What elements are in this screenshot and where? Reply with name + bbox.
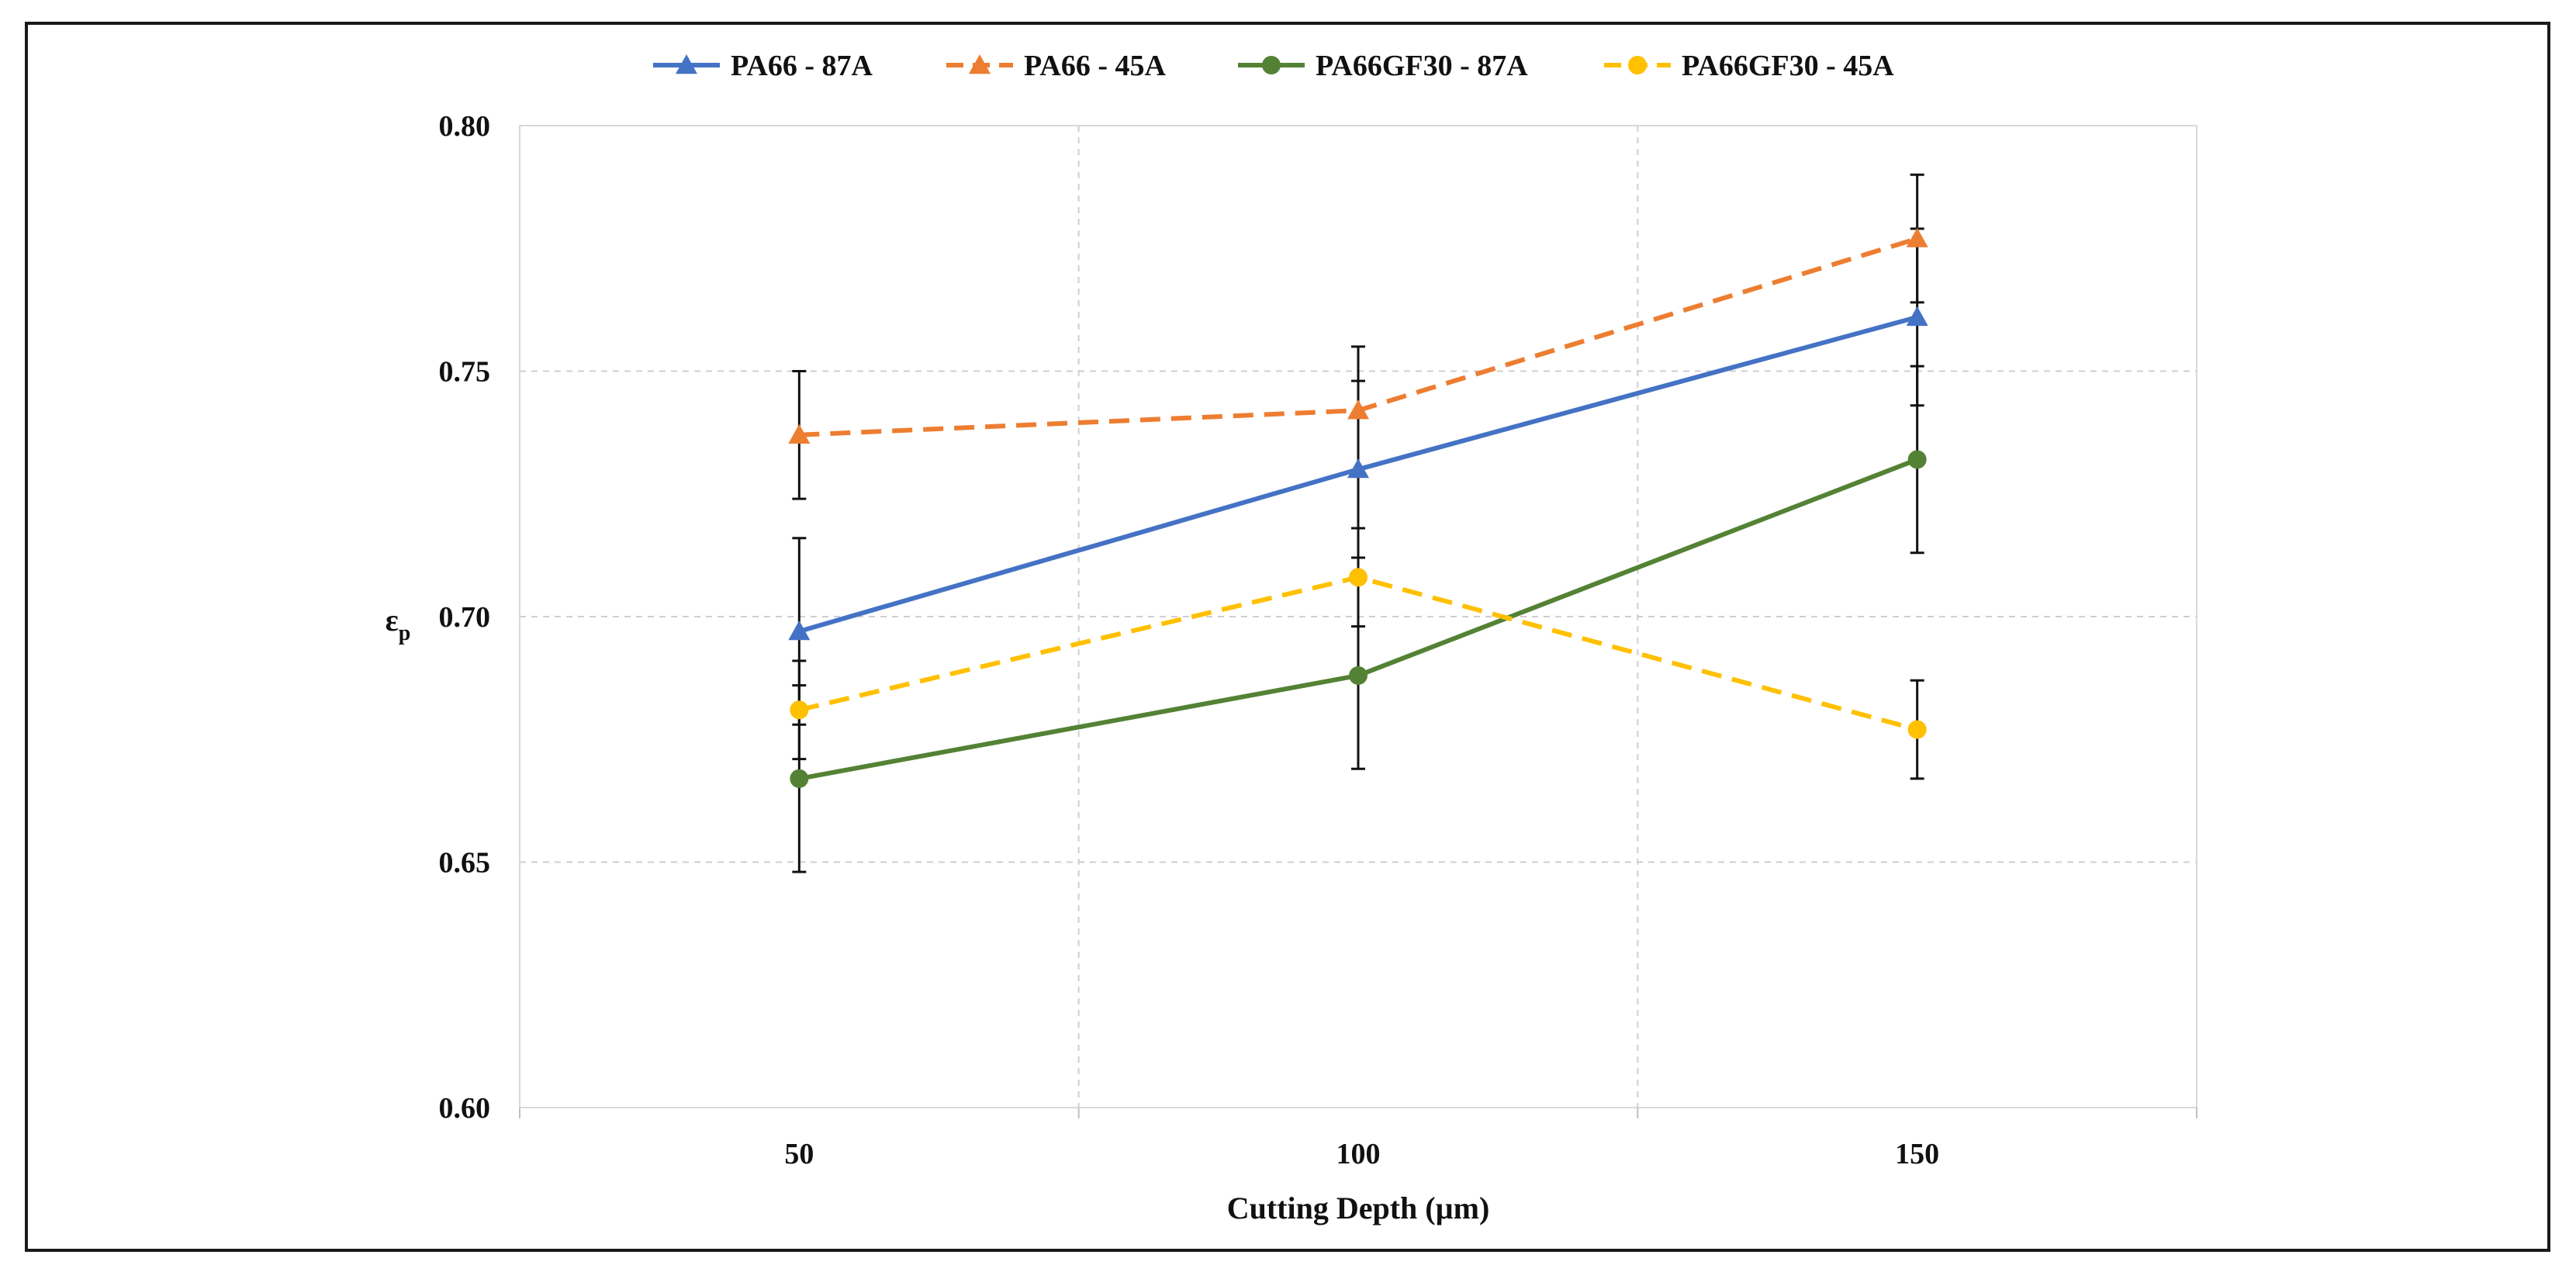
data-point-marker bbox=[1906, 306, 1928, 327]
legend: PA66 - 87A PA66 - 45A PA66GF30 - 87A PA66GF… bbox=[653, 50, 1894, 82]
data-point-marker bbox=[790, 700, 809, 720]
data-point-marker bbox=[788, 620, 811, 641]
y-tick-label: 0.80 bbox=[439, 110, 491, 143]
y-axis-title: εp bbox=[386, 603, 411, 645]
x-axis-title: Cutting Depth (µm) bbox=[1227, 1191, 1490, 1225]
data-point-marker bbox=[1907, 720, 1927, 739]
data-point-marker bbox=[1906, 227, 1928, 247]
data-point-marker bbox=[1347, 399, 1369, 420]
axes bbox=[519, 125, 2197, 1118]
data-markers bbox=[788, 227, 1928, 788]
x-tick-label: 100 bbox=[1336, 1138, 1381, 1170]
data-point-marker bbox=[1907, 450, 1927, 469]
tick-labels: 0.60 0.65 0.70 0.75 0.80 50 100 150 bbox=[439, 110, 1940, 1170]
plot-area-border bbox=[519, 125, 2197, 1108]
legend-swatch-marker bbox=[969, 54, 991, 74]
legend-swatch-marker bbox=[676, 54, 697, 74]
y-tick-label: 0.60 bbox=[439, 1092, 491, 1125]
data-point-marker bbox=[790, 769, 809, 788]
legend-swatch-marker bbox=[1262, 56, 1281, 74]
y-axis-title-main: ε bbox=[386, 603, 399, 638]
legend-label: PA66 - 87A bbox=[731, 50, 873, 82]
data-point-marker bbox=[1347, 458, 1369, 479]
data-point-marker bbox=[1349, 568, 1368, 587]
chart-frame bbox=[25, 22, 2550, 1252]
y-axis-title-subscript: p bbox=[399, 621, 411, 645]
y-tick-label: 0.75 bbox=[439, 356, 491, 389]
data-point-marker bbox=[788, 423, 811, 444]
data-point-marker bbox=[1349, 665, 1368, 685]
legend-label: PA66GF30 - 87A bbox=[1316, 50, 1528, 82]
legend-swatch-marker bbox=[1628, 56, 1647, 74]
legend-label: PA66GF30 - 45A bbox=[1682, 50, 1894, 82]
legend-label: PA66 - 45A bbox=[1024, 50, 1166, 82]
y-tick-label: 0.65 bbox=[439, 847, 491, 880]
x-tick-label: 50 bbox=[784, 1138, 814, 1170]
x-tick-label: 150 bbox=[1895, 1138, 1939, 1170]
y-tick-label: 0.70 bbox=[439, 601, 491, 634]
